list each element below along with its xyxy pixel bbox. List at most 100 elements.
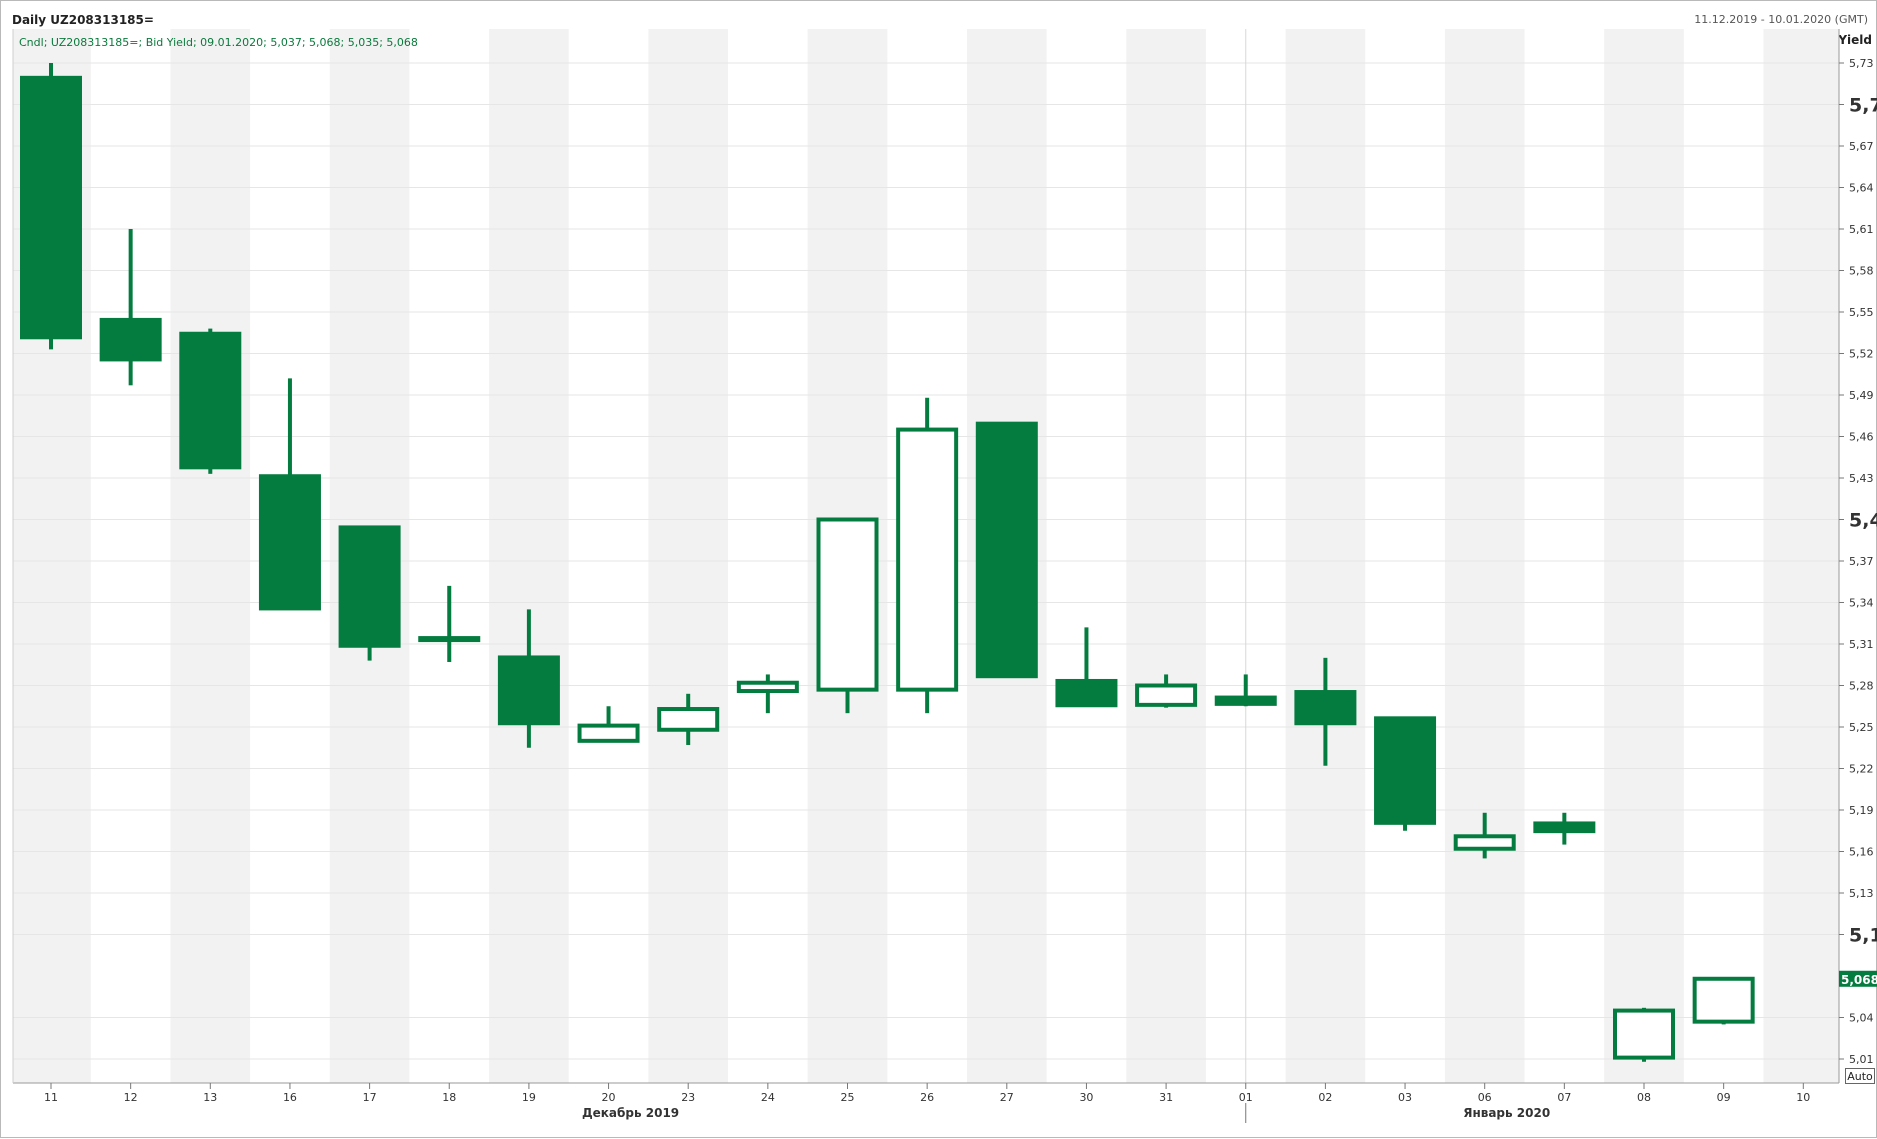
candle-20[interactable] xyxy=(577,706,640,743)
candle-body-filled xyxy=(179,331,242,470)
candle-06[interactable] xyxy=(1453,812,1516,859)
month-label: Декабрь 2019 xyxy=(582,1106,679,1120)
series-legend: Cndl; UZ208313185=; Bid Yield; 09.01.202… xyxy=(19,36,418,49)
x-tick-label-10: 10 xyxy=(1796,1091,1810,1104)
y-tick-label: 5,16 xyxy=(1849,846,1874,859)
candle-24[interactable] xyxy=(736,674,799,714)
x-tick-label-27: 27 xyxy=(1000,1091,1014,1104)
candle-01[interactable] xyxy=(1214,674,1277,707)
y-tick-label: 5,43 xyxy=(1849,472,1874,485)
x-tick-label-09: 09 xyxy=(1717,1091,1731,1104)
y-tick-label: 5,46 xyxy=(1849,431,1874,444)
candle-body-hollow xyxy=(1453,834,1516,851)
x-tick-label-23: 23 xyxy=(681,1091,695,1104)
candle-03[interactable] xyxy=(1374,716,1437,831)
candle-23[interactable] xyxy=(657,693,720,745)
x-tick-label-20: 20 xyxy=(602,1091,616,1104)
x-tick-label-31: 31 xyxy=(1159,1091,1173,1104)
candle-body-hollow xyxy=(736,680,799,694)
candle-body-filled xyxy=(258,474,321,611)
candle-body-hollow xyxy=(1692,976,1755,1024)
candle-31[interactable] xyxy=(1135,674,1198,708)
y-tick-label: 5,73 xyxy=(1849,57,1874,70)
candle-19[interactable] xyxy=(497,609,560,748)
candle-body-filled xyxy=(338,525,401,648)
candle-body-hollow xyxy=(657,707,720,732)
x-tick-label-26: 26 xyxy=(920,1091,934,1104)
candle-body-hollow xyxy=(1613,1008,1675,1060)
y-tick-label: 5,01 xyxy=(1849,1053,1874,1066)
x-tick-label-02: 02 xyxy=(1318,1091,1332,1104)
y-tick-label: 5,22 xyxy=(1849,763,1874,776)
candle-07[interactable] xyxy=(1533,812,1596,845)
day-band-08 xyxy=(1604,29,1684,1083)
y-tick-label: 5,04 xyxy=(1849,1012,1874,1025)
candle-26[interactable] xyxy=(896,397,959,714)
candle-09[interactable] xyxy=(1692,976,1755,1025)
candle-13[interactable] xyxy=(179,328,242,474)
day-band-06 xyxy=(1444,29,1525,1083)
candle-16[interactable] xyxy=(258,378,321,611)
y-tick-label: 5,37 xyxy=(1849,555,1874,568)
y-tick-label: 5,61 xyxy=(1849,223,1874,236)
candle-body-filled xyxy=(99,317,162,362)
candle-body-filled xyxy=(1374,716,1437,825)
candle-body-filled xyxy=(1294,690,1357,726)
day-band-19 xyxy=(489,29,569,1083)
x-tick-label-30: 30 xyxy=(1079,1091,1093,1104)
y-tick-label: 5,13 xyxy=(1849,887,1874,900)
auto-scale-button[interactable]: Auto xyxy=(1845,1068,1875,1084)
candle-25[interactable] xyxy=(816,517,879,714)
y-tick-label: 5,1 xyxy=(1849,925,1877,947)
y-tick-label: 5,52 xyxy=(1849,348,1874,361)
x-tick-label-25: 25 xyxy=(841,1091,855,1104)
y-tick-label: 5,58 xyxy=(1849,265,1874,278)
candle-body-filled xyxy=(1055,678,1118,708)
x-tick-label-12: 12 xyxy=(124,1091,138,1104)
x-tick-label-13: 13 xyxy=(203,1091,217,1104)
last-value-label: 5,068 xyxy=(1841,973,1877,987)
candle-body-filled xyxy=(20,75,82,340)
candle-08[interactable] xyxy=(1613,1007,1675,1062)
candle-30[interactable] xyxy=(1055,627,1118,708)
candle-12[interactable] xyxy=(99,229,162,386)
x-tick-label-03: 03 xyxy=(1398,1091,1412,1104)
y-tick-label: 5,25 xyxy=(1849,721,1874,734)
y-tick-label: 5,34 xyxy=(1849,597,1874,610)
y-axis: 5,01 5,04 5,1 5,13 5,16 5,19 5,22 5,25 5,28 5,31 5… xyxy=(1839,57,1877,1066)
plot-frame xyxy=(12,29,1840,1084)
candle-body-hollow xyxy=(1135,683,1198,707)
x-tick-label-01: 01 xyxy=(1239,1091,1253,1104)
x-tick-label-07: 07 xyxy=(1557,1091,1571,1104)
last-value-marker xyxy=(1839,970,1877,987)
y-tick-label: 5,55 xyxy=(1849,306,1874,319)
x-axis: 11 12 13 16 17 18 19 20 23 24 25 26 27 30 31 01 02 03 06 07… xyxy=(44,1083,1810,1123)
x-tick-label-16: 16 xyxy=(283,1091,297,1104)
day-band-31 xyxy=(1126,29,1206,1083)
candle-18[interactable] xyxy=(418,585,481,662)
y-axis-title: Yield xyxy=(1838,33,1872,47)
y-tick-label: 5,19 xyxy=(1849,804,1874,817)
day-band-10 xyxy=(1763,29,1839,1083)
date-range: 11.12.2019 - 10.01.2020 (GMT) xyxy=(1694,13,1868,26)
day-band-02 xyxy=(1285,29,1366,1083)
candle-11[interactable] xyxy=(20,63,82,350)
candle-17[interactable] xyxy=(338,525,401,661)
x-tick-label-06: 06 xyxy=(1478,1091,1492,1104)
y-tick-label: 5,28 xyxy=(1849,680,1874,693)
y-tick-label: 5,31 xyxy=(1849,638,1874,651)
x-tick-label-08: 08 xyxy=(1637,1091,1651,1104)
candle-27[interactable] xyxy=(975,421,1038,679)
candle-body-filled xyxy=(975,421,1038,679)
candle-body-filled xyxy=(1533,821,1596,834)
candles[interactable] xyxy=(20,63,1755,1062)
y-tick-label: 5,4 xyxy=(1849,510,1877,532)
candle-body-hollow xyxy=(577,723,640,743)
candle-body-hollow xyxy=(896,427,959,692)
chart-title: Daily UZ208313185= xyxy=(12,13,154,27)
x-tick-label-19: 19 xyxy=(522,1091,536,1104)
candle-02[interactable] xyxy=(1294,657,1357,766)
month-label: Январь 2020 xyxy=(1463,1106,1550,1120)
